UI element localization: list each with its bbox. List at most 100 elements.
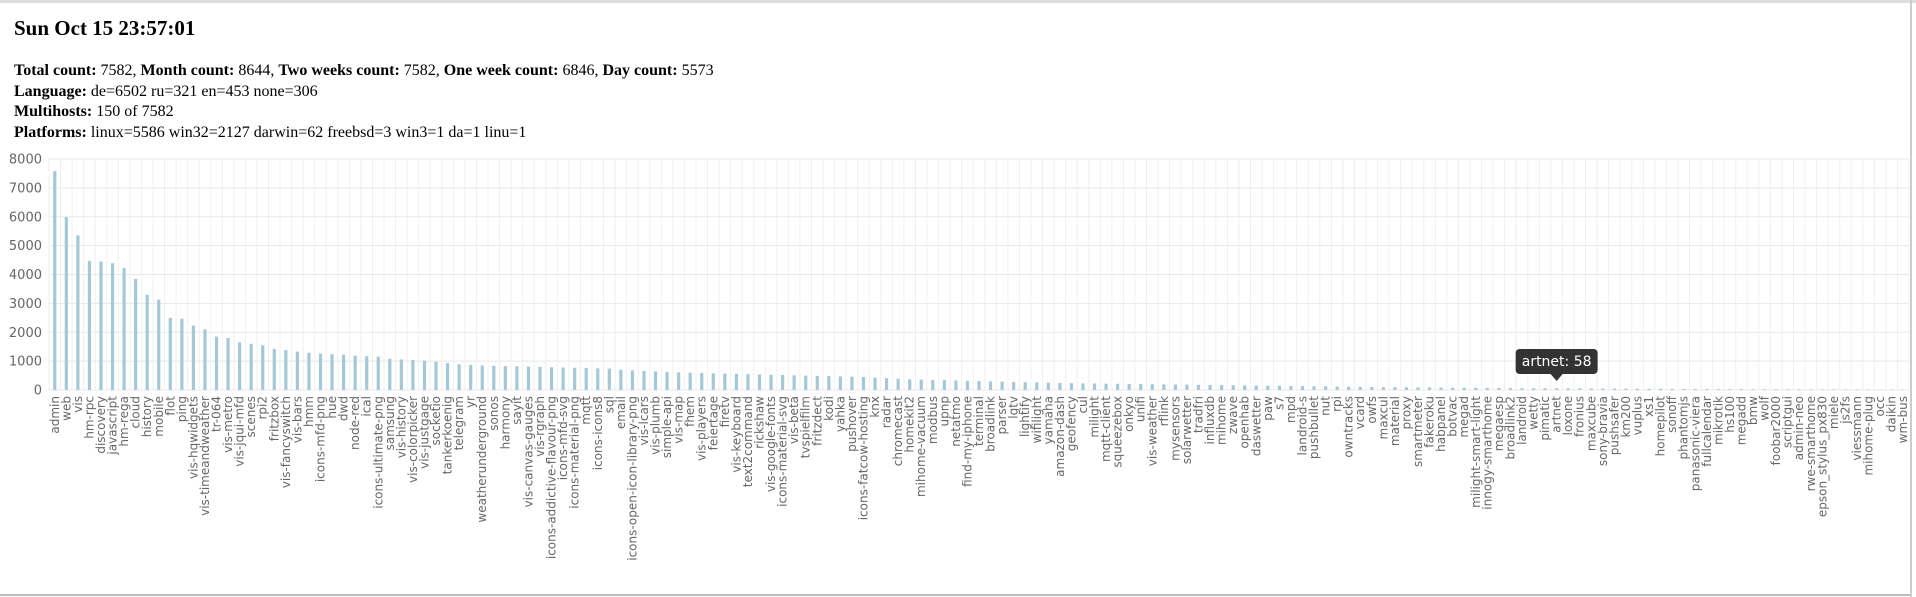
bar [1797, 389, 1801, 390]
x-tick-label: pushover [845, 396, 859, 452]
x-tick-label: vis [71, 396, 85, 413]
x-tick-label: pushsafer [1607, 396, 1621, 455]
stat-value: linux=5586 win32=2127 darwin=62 freebsd=… [86, 123, 527, 141]
bar [1127, 383, 1131, 390]
x-tick-label: samsung [383, 396, 397, 450]
bar [1809, 389, 1813, 390]
bar [1497, 387, 1501, 390]
x-tick-label: vis-hqwidgets [186, 396, 200, 479]
x-tick-label: hs100 [1723, 396, 1737, 433]
bar [1000, 381, 1004, 390]
x-tick-label: vcard [1353, 396, 1367, 429]
x-tick-label: mqtt [579, 396, 593, 425]
stat-value: 5573 [677, 62, 714, 79]
x-tick-label: vis-lcars [637, 396, 651, 446]
x-tick-label: js2fs [1838, 396, 1852, 425]
x-tick-label: vis-google-fonts [764, 396, 778, 492]
y-tick-label: 4000 [9, 268, 42, 283]
x-tick-label: wifilight [1030, 396, 1044, 444]
x-tick-label: vis-map [672, 396, 686, 444]
bar [226, 338, 230, 390]
bar [480, 365, 484, 390]
x-tick-label: phantomjs [1677, 396, 1691, 460]
bar [457, 364, 461, 390]
x-tick-label: email [614, 396, 628, 429]
x-tick-label: miele [1827, 396, 1841, 429]
x-tick-label: vis-jqui-mfd [233, 396, 247, 467]
bar [861, 377, 866, 390]
x-tick-label: icons-open-icon-library-png [625, 396, 639, 561]
x-tick-label: innogy-smarthome [1480, 396, 1494, 510]
bar [1092, 383, 1097, 390]
x-tick-label: broadlink [984, 396, 998, 452]
bar [1832, 389, 1836, 390]
bar [1462, 387, 1466, 390]
bar [781, 374, 785, 390]
bar [1578, 388, 1582, 390]
x-tick-label: cloud [129, 396, 143, 429]
x-tick-label: homekit2 [903, 396, 917, 453]
bar [365, 356, 369, 390]
x-tick-label: upnp [937, 396, 951, 426]
bar [1682, 388, 1686, 390]
x-tick-label: vis-canvas-gauges [521, 396, 535, 507]
x-tick-label: pimatic [1538, 396, 1552, 441]
stat-value: de=6502 ru=321 en=453 none=306 [86, 82, 318, 100]
x-tick-label: harmony [498, 396, 512, 449]
bar [1150, 384, 1154, 390]
bar [1254, 385, 1258, 390]
x-tick-label: vis-rgraph [533, 396, 547, 457]
x-tick-label: admin-neo [1792, 396, 1806, 460]
tooltip-text: artnet: 58 [1522, 354, 1592, 370]
x-tick-label: wetty [1527, 396, 1541, 430]
x-tick-label: hue [325, 396, 339, 419]
bar [977, 381, 981, 390]
x-tick-label: bmw [1746, 396, 1760, 425]
bar [1416, 387, 1420, 390]
x-tick-label: netatmo [949, 396, 963, 447]
x-tick-label: dwd [337, 396, 351, 421]
x-tick-label: amazon-dash [1053, 396, 1067, 477]
x-tick-label: owntracks [1342, 396, 1356, 458]
bar [1358, 386, 1362, 390]
bar [896, 378, 900, 390]
y-tick-label: 8000 [9, 153, 42, 168]
x-tick-label: icons-mfd-png [313, 396, 327, 482]
bar [769, 374, 773, 390]
x-tick-label: daikin [1885, 396, 1899, 432]
x-tick-label: chromecast [891, 396, 905, 466]
bar [238, 342, 242, 390]
bar [804, 375, 808, 390]
x-tick-label: landroid [1515, 396, 1529, 445]
x-tick-label: flot [163, 396, 177, 416]
x-tick-label: icons-ultimate-png [371, 396, 385, 509]
x-tick-label: broadlink2 [1503, 396, 1517, 459]
x-tick-label: megadd [1734, 396, 1748, 445]
bar [1231, 385, 1235, 390]
x-tick-label: mihome-vacuum [914, 396, 928, 497]
bar [1220, 385, 1224, 390]
x-tick-label: icons-addictive-flavour-png [545, 396, 559, 559]
bar [1046, 382, 1050, 390]
stat-label: Two weeks count: [278, 62, 400, 79]
x-tick-label: unifi [1134, 396, 1148, 422]
bar [1312, 386, 1316, 390]
x-tick-label: fakeroku [1423, 396, 1437, 448]
bar [873, 377, 877, 390]
x-tick-label: yahka [833, 396, 847, 432]
bar [1693, 389, 1697, 390]
bar [1716, 389, 1720, 390]
bar [341, 354, 346, 390]
bar [1370, 386, 1374, 390]
x-tick-label: proxy [1399, 396, 1413, 429]
y-tick-label: 1000 [9, 355, 42, 370]
x-tick-label: wolf [1758, 395, 1772, 420]
x-tick-label: maxcul [1376, 396, 1390, 439]
x-tick-label: mikrotik [1711, 396, 1725, 445]
x-tick-label: vis-colorpicker [406, 396, 420, 483]
bar [1855, 389, 1859, 390]
x-tick-label: km200 [1619, 396, 1633, 438]
tooltip-arrow [1550, 374, 1563, 381]
bar [180, 318, 184, 390]
